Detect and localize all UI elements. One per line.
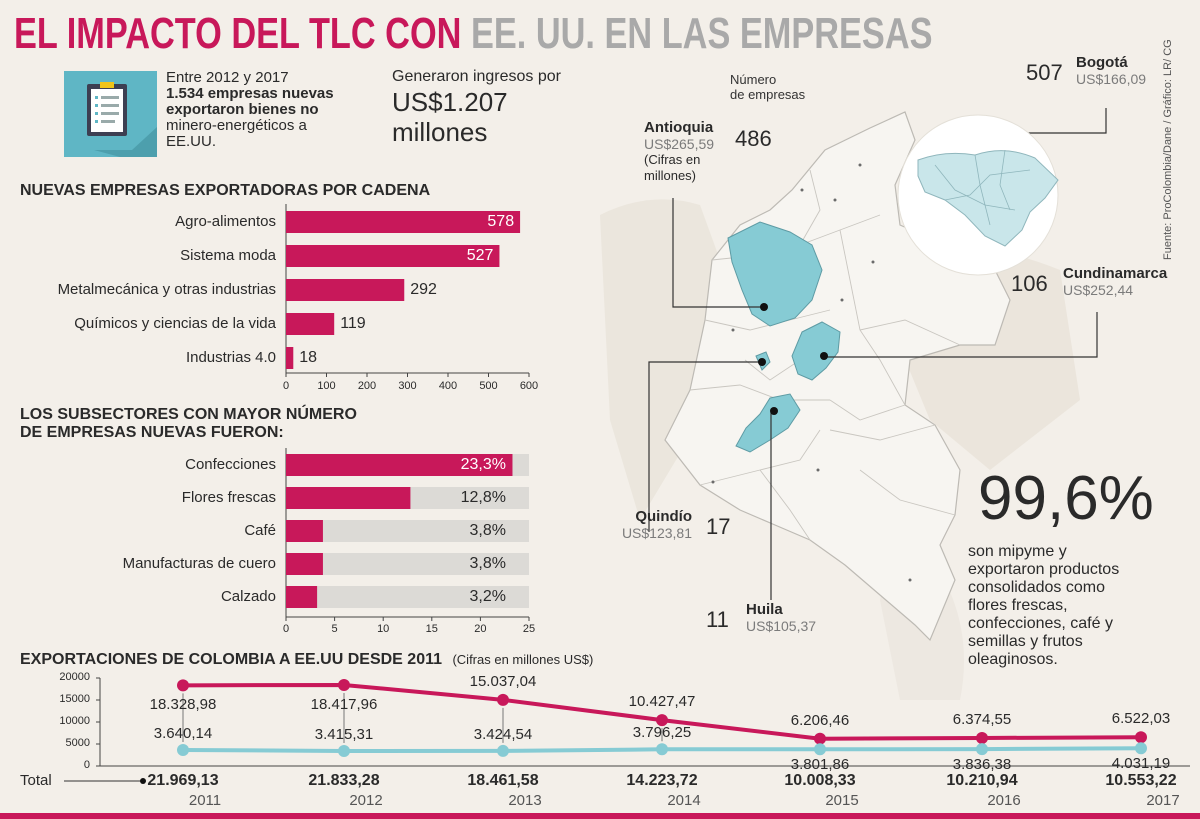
chart3-title-text: EXPORTACIONES DE COLOMBIA A EE.UU DESDE … [20, 651, 443, 668]
chart3-point-0-4 [814, 732, 826, 745]
quindio-name: Quindío [635, 508, 692, 525]
chart1-title: NUEVAS EMPRESAS EXPORTADORAS POR CADENA [20, 182, 431, 199]
legend-number: Número [730, 72, 777, 87]
income-label: Generaron ingresos por [392, 68, 561, 85]
chart2-bar-bg-2 [286, 520, 529, 542]
quindio-label: Quindío US$123,81 [590, 508, 692, 542]
chart3-point-1-1 [338, 744, 350, 757]
chart2-bar-bg-3 [286, 553, 529, 575]
stat-line-4: flores frescas, [968, 597, 1068, 614]
chart1-bar-0 [286, 211, 521, 233]
chart3-point-0-3 [656, 714, 668, 727]
intro-line-5: EE.UU. [166, 133, 217, 150]
income-value-1: US$1.207 [392, 87, 508, 117]
title-part-1: EL IMPACTO DEL TLC CON [14, 9, 462, 58]
chart3-point-0-0 [177, 679, 189, 692]
stat-line-7: oleaginosos. [968, 651, 1058, 668]
chart3-point-1-5 [976, 743, 988, 756]
chart3-point-0-1 [338, 678, 350, 691]
cundinamarca-count: 106 [1011, 271, 1048, 296]
antioquia-label: Antioquia US$265,59 (Cifras en millones) [644, 120, 714, 184]
mipyme-description: son mipyme y exportaron productos consol… [968, 543, 1153, 669]
chart3-point-1-6 [1135, 742, 1147, 755]
cundinamarca-label: Cundinamarca US$252,44 [1063, 265, 1168, 299]
antioquia-count: 486 [735, 126, 772, 151]
antioquia-note-2: millones) [644, 168, 697, 183]
chart3-point-0-5 [976, 731, 988, 744]
huila-value: US$105,37 [746, 618, 817, 634]
antioquia-value: US$265,59 [644, 136, 715, 152]
chart3-point-0-6 [1135, 731, 1147, 744]
chart2-bar-4 [286, 586, 318, 608]
quindio-value: US$123,81 [621, 525, 692, 541]
cundinamarca-name: Cundinamarca [1063, 265, 1168, 282]
title-part-3: EN LAS EMPRESAS [604, 9, 933, 58]
antioquia-note-1: (Cifras en [644, 152, 701, 167]
title-part-2: EE. UU. [470, 9, 595, 58]
chart3-point-1-2 [497, 744, 509, 757]
chart2-bar-0 [286, 454, 513, 476]
chart2-bar-3 [286, 553, 323, 575]
intro-line-2: 1.534 empresas nuevas [166, 85, 334, 102]
chart2-bar-1 [286, 487, 411, 509]
huila-shape [735, 393, 801, 453]
bogota-label: Bogotá US$166,09 [1076, 54, 1147, 88]
cundinamarca-value: US$252,44 [1063, 282, 1134, 298]
stat-line-1: son mipyme y [968, 543, 1067, 560]
chart3-point-0-2 [497, 693, 509, 706]
intro-line-1: Entre 2012 y 2017 [166, 69, 289, 86]
intro-line-4: minero-energéticos a [166, 117, 307, 134]
chart2-title-1: LOS SUBSECTORES CON MAYOR NÚMERO [20, 406, 357, 423]
mipyme-percent: 99,6% [978, 464, 1154, 533]
bogota-name: Bogotá [1076, 54, 1128, 71]
chart1-bar-3 [286, 313, 335, 335]
stat-line-5: confecciones, café y [968, 615, 1113, 632]
page-title: EL IMPACTO DEL TLC CON EE. UU. EN LAS EM… [14, 12, 1192, 56]
chart1-bar-4 [286, 347, 294, 369]
legend-companies: de empresas [730, 87, 806, 102]
chart3-subtitle: (Cifras en millones US$) [452, 652, 594, 667]
stat-line-2: exportaron productos [968, 561, 1120, 578]
antioquia-name: Antioquia [644, 119, 714, 136]
stat-line-6: semillas y frutos [968, 633, 1083, 650]
chart2-title-2: DE EMPRESAS NUEVAS FUERON: [20, 424, 284, 441]
intro-text: Entre 2012 y 2017 1.534 empresas nuevas … [166, 70, 381, 150]
chart2-bar-2 [286, 520, 323, 542]
huila-count: 11 [706, 607, 729, 632]
total-label: Total [20, 772, 52, 789]
intro-line-3: exportaron bienes no [166, 101, 319, 118]
income-value-2: millones [392, 117, 488, 147]
map-legend: Número de empresas [730, 72, 805, 102]
antioquia-shape [727, 221, 823, 327]
chart2-title: LOS SUBSECTORES CON MAYOR NÚMERO DE EMPR… [20, 406, 357, 442]
chart3-point-1-3 [656, 743, 668, 756]
huila-label: Huila US$105,37 [746, 601, 817, 635]
stat-line-3: consolidados como [968, 579, 1105, 596]
quindio-count: 17 [706, 514, 731, 539]
chart3-title: EXPORTACIONES DE COLOMBIA A EE.UU DESDE … [20, 651, 593, 669]
income-block: Generaron ingresos por US$1.207 millones [392, 68, 561, 146]
chart1-bar-2 [286, 279, 405, 301]
bogota-value: US$166,09 [1076, 71, 1147, 87]
chart3-point-1-0 [177, 743, 189, 756]
chart3-point-1-4 [814, 743, 826, 756]
cundinamarca-shape [791, 321, 841, 381]
bogota-count: 507 [1026, 60, 1063, 85]
chart1-bar-1 [286, 245, 500, 267]
chart2-bar-bg-4 [286, 586, 529, 608]
huila-name: Huila [746, 601, 783, 618]
